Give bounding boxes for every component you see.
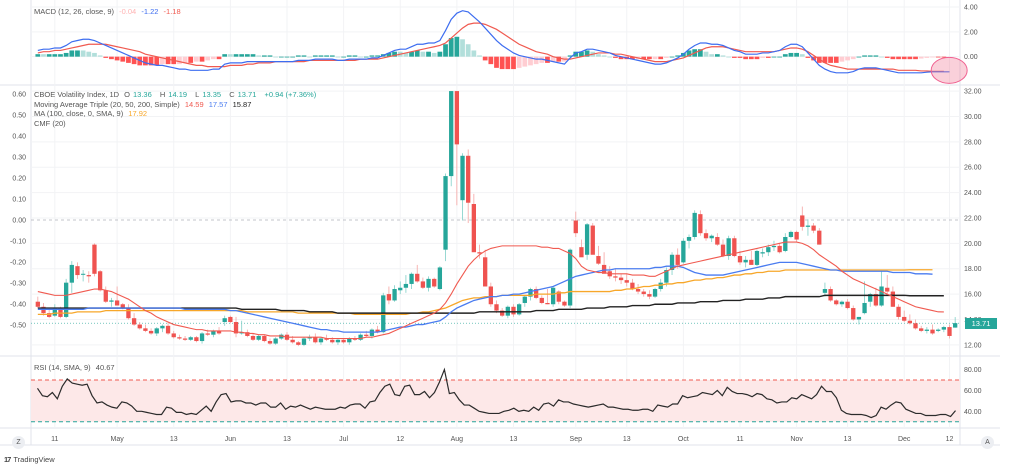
svg-text:May: May [110, 436, 124, 443]
tradingview-logo: 17 TradingView [4, 455, 55, 464]
svg-text:Sep: Sep [570, 436, 583, 443]
svg-text:-0.30: -0.30 [10, 281, 26, 288]
svg-text:-0.40: -0.40 [10, 302, 26, 309]
svg-text:0.00: 0.00 [12, 218, 26, 225]
svg-text:32.00: 32.00 [964, 89, 982, 96]
macd-legend: MACD (12, 26, close, 9) -0.04 -1.22 -1.1… [34, 7, 181, 16]
svg-text:Oct: Oct [678, 436, 689, 443]
svg-text:12: 12 [396, 436, 404, 443]
svg-text:Dec: Dec [898, 436, 911, 443]
svg-text:0.60: 0.60 [12, 92, 26, 99]
macd-hist-value: -0.04 [119, 7, 137, 16]
svg-text:11: 11 [736, 436, 743, 443]
svg-text:12: 12 [946, 436, 954, 443]
tradingview-logo-icon: 17 [4, 455, 11, 464]
macd-value: -1.22 [141, 7, 159, 16]
svg-text:0.50: 0.50 [12, 113, 26, 120]
svg-text:13: 13 [623, 436, 631, 443]
svg-text:13: 13 [844, 436, 852, 443]
svg-text:0.10: 0.10 [12, 197, 26, 204]
zoom-reset-button[interactable]: Z [12, 436, 25, 449]
svg-text:16.00: 16.00 [964, 292, 982, 299]
svg-text:24.00: 24.00 [964, 190, 982, 197]
ma100-legend: MA (100, close, 0, SMA, 9) 17.92 [34, 109, 148, 118]
svg-text:Aug: Aug [451, 436, 464, 443]
cmf-legend: CMF (20) [34, 118, 66, 128]
svg-text:18.00: 18.00 [964, 266, 982, 273]
svg-text:26.00: 26.00 [964, 165, 982, 172]
svg-text:40.00: 40.00 [964, 409, 982, 416]
rsi-legend: RSI (14, SMA, 9) 40.67 [34, 363, 115, 372]
svg-text:Nov: Nov [790, 436, 803, 443]
ma-triple-legend: Moving Average Triple (20, 50, 200, Simp… [34, 99, 252, 109]
svg-text:-0.50: -0.50 [10, 323, 26, 330]
svg-text:0.40: 0.40 [12, 134, 26, 141]
svg-text:0.00: 0.00 [964, 54, 978, 61]
symbol-legend: CBOE Volatility Index, 1D O 13.36 H 14.19 … [34, 90, 317, 99]
svg-text:-0.10: -0.10 [10, 239, 26, 246]
svg-text:13: 13 [510, 436, 518, 443]
svg-text:13: 13 [170, 436, 178, 443]
svg-text:4.00: 4.00 [964, 4, 978, 11]
svg-text:28.00: 28.00 [964, 139, 982, 146]
last-price-tag: 13.71 [965, 318, 997, 329]
svg-text:0.30: 0.30 [12, 155, 26, 162]
svg-text:Jul: Jul [339, 436, 348, 443]
svg-text:2.00: 2.00 [964, 29, 978, 36]
svg-text:80.00: 80.00 [964, 367, 982, 374]
svg-text:30.00: 30.00 [964, 114, 982, 121]
svg-text:20.00: 20.00 [964, 241, 982, 248]
macd-signal-value: -1.18 [163, 7, 181, 16]
svg-text:60.00: 60.00 [964, 388, 982, 395]
svg-text:22.00: 22.00 [964, 215, 982, 222]
svg-text:0.20: 0.20 [12, 176, 26, 183]
svg-text:Jun: Jun [225, 436, 236, 443]
main-legend: CBOE Volatility Index, 1D O 13.36 H 14.19 … [34, 90, 319, 128]
svg-text:12.00: 12.00 [964, 342, 982, 349]
svg-text:13: 13 [283, 436, 291, 443]
auto-scale-button[interactable]: A [981, 436, 994, 449]
svg-text:11: 11 [51, 436, 58, 443]
svg-text:-0.20: -0.20 [10, 260, 26, 267]
